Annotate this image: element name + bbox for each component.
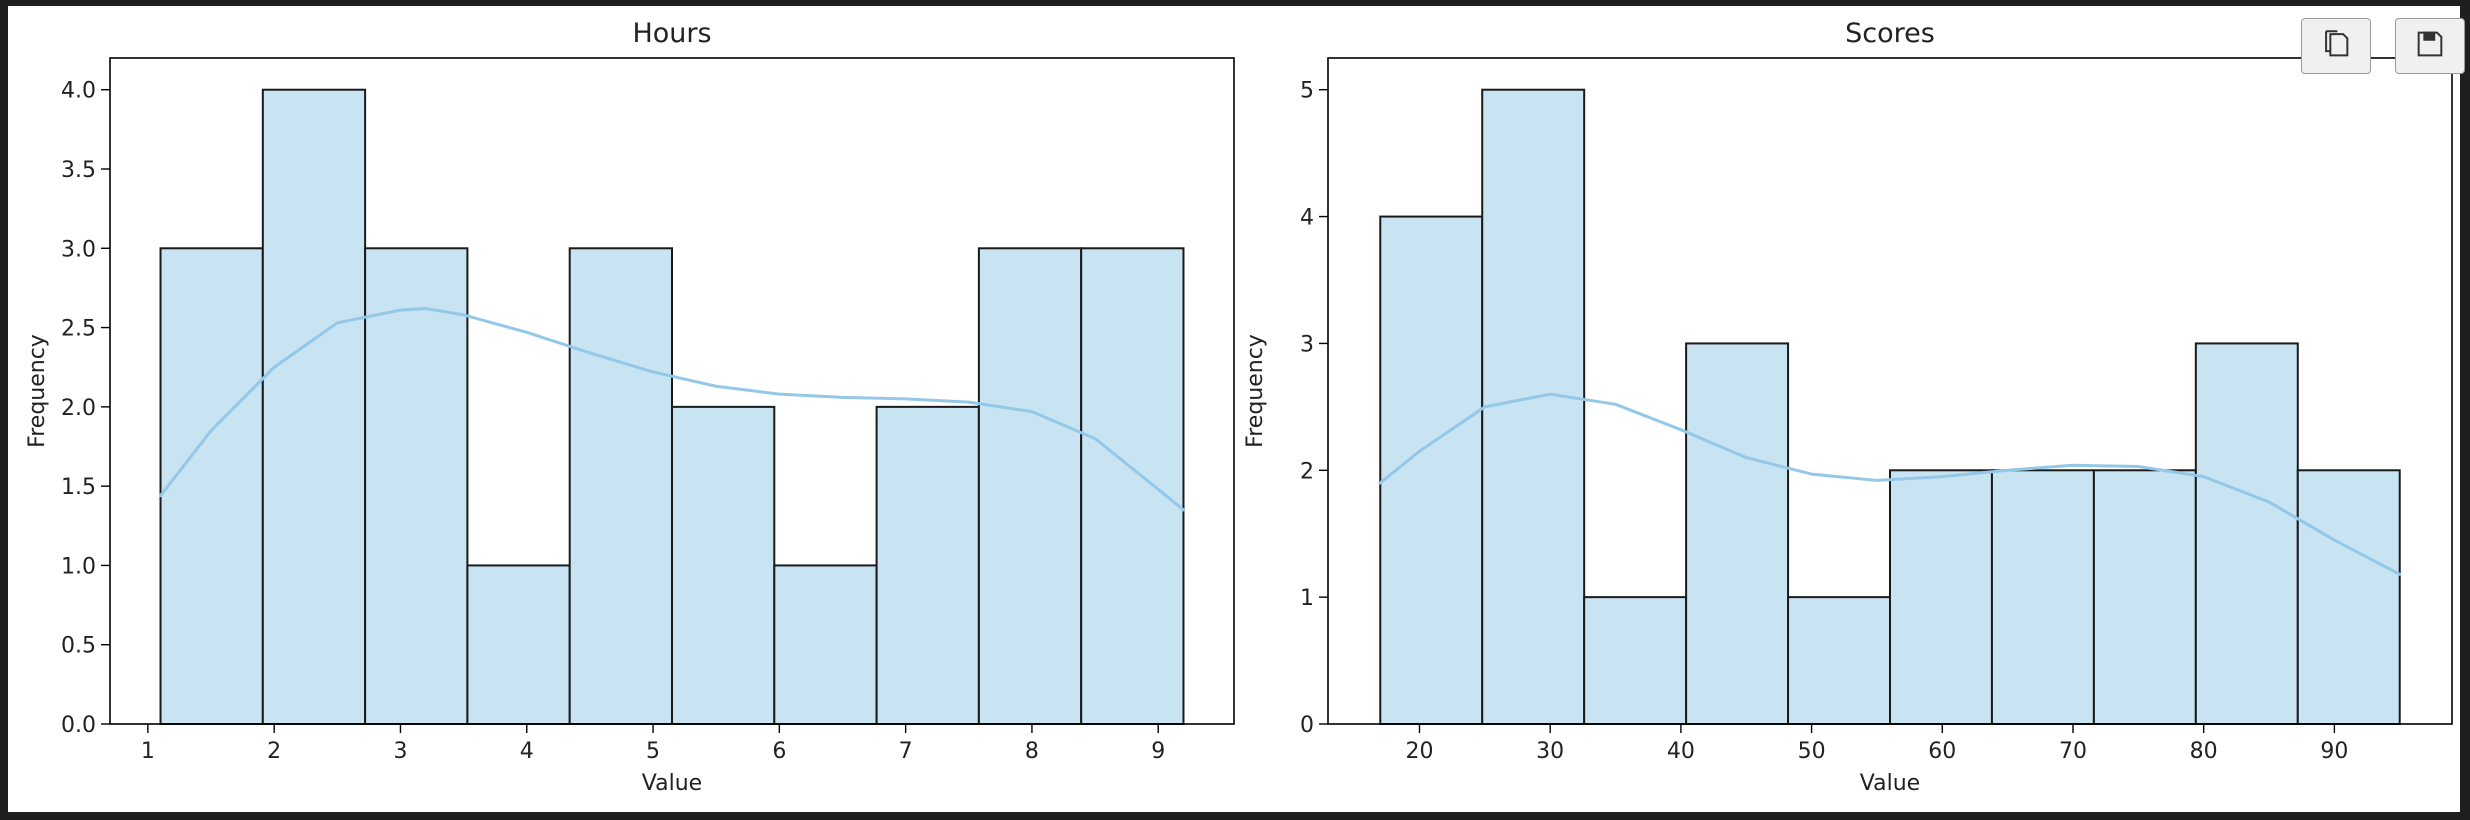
x-tick-label: 6 — [772, 739, 786, 764]
x-tick-label: 60 — [1928, 739, 1956, 764]
copy-icon — [2319, 27, 2353, 65]
histogram-bar — [364, 247, 469, 726]
y-tick-label: 4 — [1300, 206, 1314, 231]
x-tick-label: 9 — [1151, 739, 1165, 764]
y-tick-label: 0.0 — [61, 713, 96, 738]
y-tick-label: 0.5 — [61, 634, 96, 659]
x-tick-label: 3 — [393, 739, 407, 764]
x-tick-label: 5 — [646, 739, 660, 764]
y-axis-label: Frequency — [1243, 334, 1268, 448]
x-tick-label: 80 — [2190, 739, 2218, 764]
x-tick-label: 20 — [1405, 739, 1433, 764]
x-tick-label: 4 — [520, 739, 534, 764]
histogram-bar — [1990, 469, 2095, 725]
chart-2: 20 30 40 50 60 70 80 90 0 1 2 3 4 5 Scores Value Frequen… — [1243, 18, 2453, 796]
y-tick-label: 1.0 — [61, 554, 96, 579]
histogram-bar — [1583, 596, 1688, 726]
y-tick-label: 5 — [1300, 79, 1314, 104]
save-button[interactable] — [2395, 18, 2465, 74]
histogram-bar — [261, 88, 367, 725]
x-tick-label: 40 — [1667, 739, 1695, 764]
y-tick-label: 4.0 — [61, 79, 96, 104]
x-tick-label: 8 — [1025, 739, 1039, 764]
histogram-bar — [159, 247, 264, 726]
chart-title: Scores — [1845, 18, 1935, 49]
histogram-bar — [773, 564, 878, 726]
x-axis-label: Value — [1860, 771, 1920, 796]
y-tick-label: 1.5 — [61, 475, 96, 500]
histogram-bar — [1787, 596, 1891, 726]
plot-frame — [1327, 57, 2453, 725]
y-axis-label: Frequency — [25, 334, 50, 448]
x-tick-label: 2 — [267, 739, 281, 764]
y-tick-label: 2.5 — [61, 317, 96, 342]
histogram-bar — [875, 405, 980, 725]
histogram-bar — [977, 247, 1083, 726]
save-icon — [2413, 27, 2447, 65]
histogram-figure: 1 2 3 4 5 6 7 8 9 0.0 0.5 1.0 1.5 2.0 2.5 3.0 3.5 4.0 Hour… — [25, 18, 2453, 796]
histogram-bar — [1889, 469, 1993, 725]
histogram-bar — [2194, 342, 2299, 725]
histogram-bar — [1685, 342, 1790, 725]
x-tick-label: 70 — [2059, 739, 2087, 764]
y-tick-label: 1 — [1300, 586, 1314, 611]
y-tick-label: 3 — [1300, 332, 1314, 357]
y-tick-label: 3.0 — [61, 237, 96, 262]
x-tick-label: 30 — [1536, 739, 1564, 764]
histogram-bar — [1481, 88, 1586, 725]
histogram-bar — [568, 247, 673, 726]
chart-1: 1 2 3 4 5 6 7 8 9 0.0 0.5 1.0 1.5 2.0 2.5 3.0 3.5 4.0 Hour… — [25, 18, 1235, 796]
x-tick-label: 50 — [1798, 739, 1826, 764]
plot-frame — [109, 57, 1235, 725]
histogram-bar — [1080, 247, 1185, 726]
x-axis-label: Value — [642, 771, 702, 796]
kde-curve — [1378, 392, 2402, 576]
y-tick-label: 2 — [1300, 459, 1314, 484]
histogram-bar — [466, 564, 571, 726]
histogram-bar — [2092, 469, 2197, 725]
histogram-bar — [2296, 469, 2401, 725]
x-tick-label: 7 — [899, 739, 913, 764]
kde-curve — [159, 307, 1185, 512]
figure-canvas: 1 2 3 4 5 6 7 8 9 0.0 0.5 1.0 1.5 2.0 2.5 3.0 3.5 4.0 Hour… — [8, 6, 2465, 812]
histogram-bar — [671, 405, 776, 725]
chart-title: Hours — [632, 18, 711, 49]
y-tick-label: 3.5 — [61, 158, 96, 183]
x-tick-label: 90 — [2320, 739, 2348, 764]
y-tick-label: 2.0 — [61, 396, 96, 421]
x-tick-label: 1 — [141, 739, 155, 764]
copy-button[interactable] — [2301, 18, 2371, 74]
y-tick-label: 0 — [1300, 713, 1314, 738]
